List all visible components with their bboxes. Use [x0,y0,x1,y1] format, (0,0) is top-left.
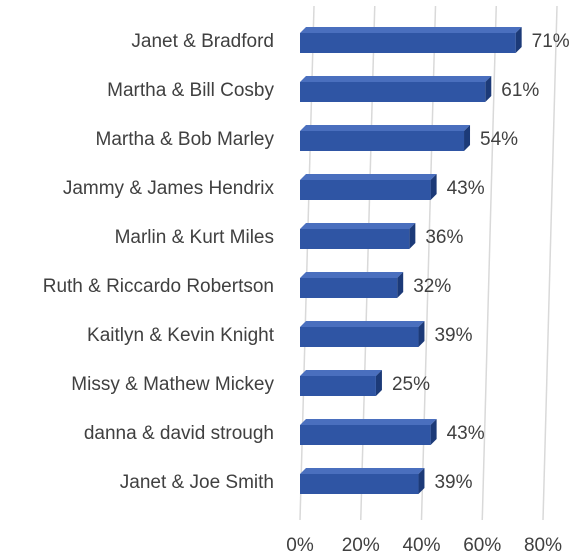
bar-top-face [300,223,416,229]
bar-side-face [485,76,492,102]
bar [300,76,492,102]
bar [300,174,437,200]
value-label: 32% [413,276,451,297]
bar-top-face [300,321,425,327]
bar [300,223,416,249]
bar [300,321,425,347]
category-label: Martha & Bob Marley [96,129,275,150]
category-label: Janet & Bradford [131,31,274,52]
bar-front-face [300,33,516,53]
value-label: 54% [480,129,518,150]
bar-side-face [430,174,437,200]
bar-top-face [300,370,382,376]
x-tick-label: 40% [402,535,440,556]
bar [300,419,437,445]
value-label: 36% [425,227,463,248]
value-label: 43% [447,423,485,444]
category-labels: Janet & Bradford Martha & Bill Cosby Marth… [43,31,275,493]
category-label: Marlin & Kurt Miles [115,227,274,248]
bar-top-face [300,76,492,82]
bar-front-face [300,180,431,200]
category-label: Missy & Mathew Mickey [71,374,274,395]
value-labels: 71% 61% 54% 43% 36% 32% 39% 25% 43% 39% [392,31,570,493]
value-label: 39% [434,472,472,493]
bar-front-face [300,131,465,151]
bar-side-face [515,27,522,53]
category-label: Jammy & James Hendrix [63,178,275,199]
gridline-4 [542,5,558,521]
bar-top-face [300,419,437,425]
bar-top-face [300,468,425,474]
value-label: 39% [434,325,472,346]
x-tick-label: 20% [342,535,380,556]
bars [300,27,522,494]
x-tick-label: 80% [524,535,562,556]
bar-side-face [397,272,404,298]
value-label: 43% [447,178,485,199]
bar-front-face [300,82,486,102]
bar-front-face [300,425,431,445]
bar-top-face [300,27,522,33]
bar-front-face [300,327,419,347]
bar-top-face [300,272,404,278]
bar [300,27,522,53]
x-tick-label: 0% [286,535,314,556]
category-label: Janet & Joe Smith [120,472,274,493]
bar-side-face [430,419,437,445]
value-label: 25% [392,374,430,395]
bar-top-face [300,174,437,180]
bar-front-face [300,376,376,396]
bar-side-face [418,321,425,347]
category-label: Martha & Bill Cosby [107,80,274,101]
bar [300,370,382,396]
bar-front-face [300,229,410,249]
value-label: 71% [532,31,570,52]
gridline-3 [481,5,497,521]
category-label: Kaitlyn & Kevin Knight [87,325,275,346]
bar [300,468,425,494]
category-label: Ruth & Riccardo Robertson [43,276,274,297]
bar-side-face [418,468,425,494]
value-label: 61% [501,80,539,101]
bar-side-face [409,223,416,249]
bar-top-face [300,125,471,131]
bar-side-face [375,370,382,396]
bar-front-face [300,278,398,298]
bar-front-face [300,474,419,494]
category-label: danna & david strough [84,423,274,444]
bar [300,125,471,151]
bar [300,272,404,298]
bar-side-face [464,125,471,151]
x-tick-label: 60% [463,535,501,556]
x-axis-tick-labels: 0% 20% 40% 60% 80% [286,535,562,556]
